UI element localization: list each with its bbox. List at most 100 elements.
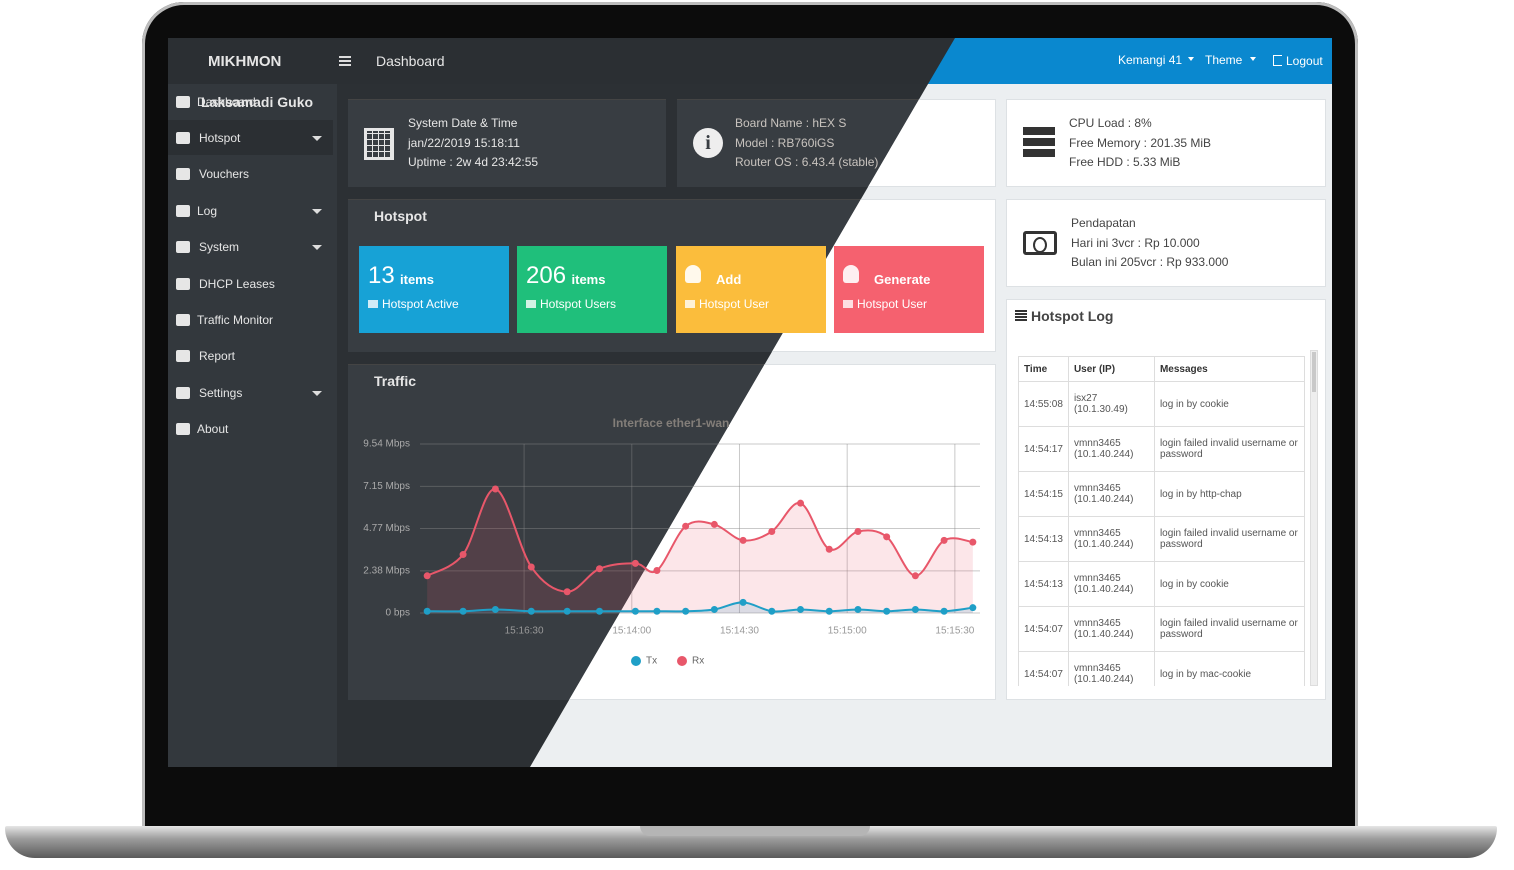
panel-header — [348, 199, 996, 200]
menu-icon — [176, 205, 190, 217]
menu-icon — [176, 241, 190, 253]
log-cell: 14:54:13 — [1018, 561, 1069, 607]
menu-icon — [176, 168, 190, 180]
uptime: Uptime : 2w 4d 23:42:55 — [408, 155, 539, 169]
point — [595, 607, 603, 615]
point — [527, 607, 535, 615]
calendar-icon — [364, 128, 394, 160]
menu-item[interactable]: Settings — [199, 386, 243, 400]
log-cell: vmnn3465 (10.1.40.244) — [1067, 651, 1155, 686]
menu-item[interactable]: Report — [199, 349, 236, 363]
menu-item[interactable]: Traffic Monitor — [197, 313, 274, 327]
tile-label: Hotspot Users — [540, 297, 617, 311]
menu-icon — [176, 350, 190, 362]
chart-title: Interface ether1-wan — [613, 416, 730, 430]
log-cell: isx27 (10.1.30.49) — [1067, 381, 1155, 427]
point — [491, 485, 499, 493]
legend-label: Tx — [646, 656, 657, 667]
log-cell: vmnn3465 (10.1.40.244) — [1067, 516, 1155, 562]
y-tick-label: 0 bps — [386, 608, 410, 619]
menu-item[interactable]: Dashboard — [197, 95, 256, 109]
point — [768, 528, 776, 536]
point — [883, 607, 891, 615]
legend-label: Rx — [692, 656, 704, 667]
menu-item[interactable]: About — [197, 422, 229, 436]
x-tick-label: 15:14:00 — [612, 626, 651, 637]
theme-menu[interactable]: Theme — [1205, 53, 1243, 67]
log-cell: log in by cookie — [1153, 561, 1306, 607]
tile-label: Hotspot User — [699, 297, 770, 311]
log-row: 14:54:15 vmnn3465 (10.1.40.244) log in by … — [1018, 471, 1306, 517]
log-cell: log in by mac-cookie — [1153, 651, 1306, 686]
point — [631, 559, 639, 567]
point — [739, 536, 747, 544]
y-tick-label: 9.54 Mbps — [363, 439, 410, 450]
menu-item[interactable]: Hotspot — [199, 131, 241, 145]
point — [682, 522, 690, 530]
page-title: Dashboard — [376, 53, 445, 69]
logout[interactable]: Logout — [1286, 54, 1323, 68]
tile[interactable] — [359, 246, 509, 333]
y-tick-label: 7.15 Mbps — [363, 481, 410, 492]
tile[interactable] — [834, 246, 984, 333]
board-name: Board Name : hEX S — [735, 116, 847, 130]
log-cell: 14:54:07 — [1018, 606, 1069, 652]
system-title: System Date & Time — [408, 116, 518, 130]
log-table: Time User (IP) Messages 14:55:08 isx27 (10.1… — [1018, 356, 1306, 686]
menu-icon — [176, 132, 190, 144]
menu-item[interactable]: DHCP Leases — [199, 277, 275, 291]
money-icon — [1023, 231, 1057, 255]
log-cell: 14:54:13 — [1018, 516, 1069, 562]
laptop-notch — [640, 826, 870, 836]
point — [797, 499, 805, 507]
user-menu[interactable]: Kemangi 41 — [1118, 53, 1183, 67]
log-row: 14:54:13 vmnn3465 (10.1.40.244) login fail… — [1018, 516, 1306, 562]
point — [459, 551, 467, 559]
caret — [1188, 57, 1194, 64]
menu-icon — [176, 278, 190, 290]
free-hdd: Free HDD : 5.33 MiB — [1069, 155, 1181, 169]
tile[interactable] — [676, 246, 826, 333]
point — [739, 598, 747, 606]
tile[interactable] — [517, 246, 667, 333]
log-row: 14:54:07 vmnn3465 (10.1.40.244) login fail… — [1018, 606, 1306, 652]
brand: MIKHMON — [208, 53, 282, 70]
point — [527, 563, 535, 571]
panel — [1006, 199, 1326, 287]
point — [825, 545, 833, 553]
tile-label: Hotspot User — [857, 297, 928, 311]
tile-icon — [685, 265, 701, 283]
tile-value: Generate — [874, 272, 931, 287]
log-row: 14:54:13 vmnn3465 (10.1.40.244) log in by … — [1018, 561, 1306, 607]
point — [631, 607, 639, 615]
column-header: Messages — [1153, 356, 1306, 382]
log-cell: vmnn3465 (10.1.40.244) — [1067, 471, 1155, 517]
router-os: Router OS : 6.43.4 (stable) — [735, 155, 879, 169]
point — [423, 607, 431, 615]
point — [825, 607, 833, 615]
panel-header — [348, 99, 666, 100]
tile-value: Add — [716, 272, 742, 287]
traffic-chart: Interface ether1-wan 0 bps 2.38 Mbps 4.77 … — [363, 416, 980, 667]
point — [854, 605, 862, 613]
log-cell: vmnn3465 (10.1.40.244) — [1067, 606, 1155, 652]
point — [595, 565, 603, 573]
menu-item[interactable]: Log — [197, 204, 218, 218]
log-table-wrap: Time User (IP) Messages 14:55:08 isx27 (10.1… — [1018, 356, 1308, 686]
column-header: Time — [1018, 356, 1069, 382]
log-cell: 14:54:07 — [1018, 651, 1069, 686]
sidebar — [168, 38, 337, 767]
caret — [312, 209, 322, 219]
log-cell: login failed invalid username or passwor… — [1153, 426, 1306, 472]
tile-value: 206 — [526, 262, 567, 289]
menu-icon — [176, 387, 190, 399]
topbar-accent — [928, 38, 1332, 84]
menu-item[interactable]: System — [199, 240, 240, 254]
board-model: Model : RB760iGS — [735, 136, 835, 150]
menu-item[interactable]: Vouchers — [199, 167, 250, 181]
point — [423, 572, 431, 580]
menu-toggle[interactable] — [339, 56, 351, 66]
scrollbar[interactable] — [1310, 350, 1318, 686]
log-cell: 14:55:08 — [1018, 381, 1069, 427]
log-row: 14:54:07 vmnn3465 (10.1.40.244) log in by … — [1018, 651, 1306, 686]
